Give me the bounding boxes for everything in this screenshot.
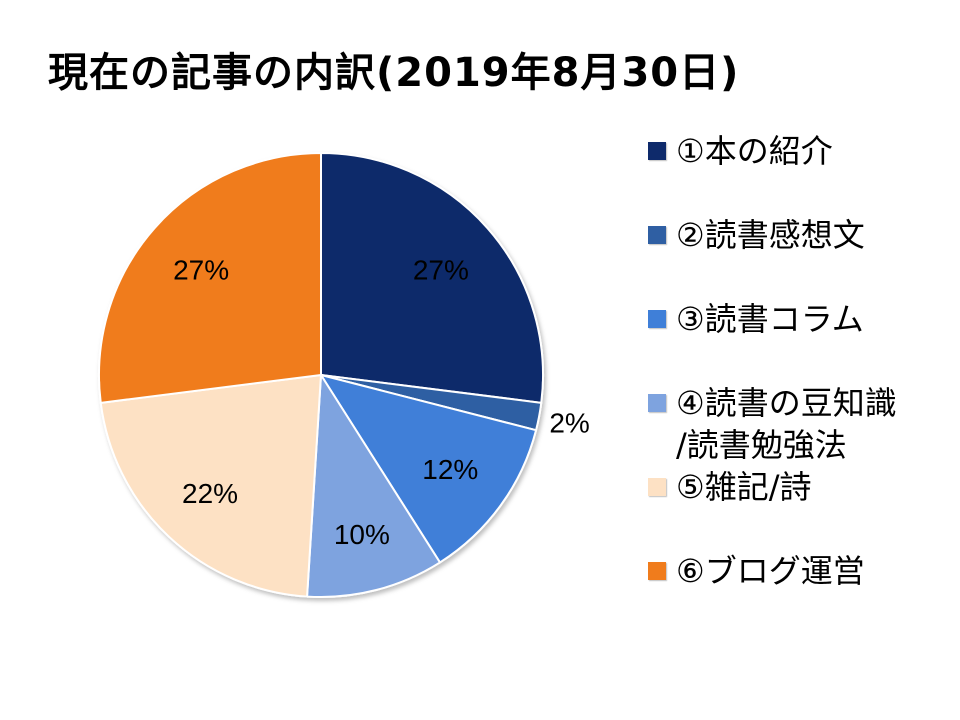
legend-item-4: ④読書の豆知識 /読書勉強法 (648, 382, 897, 466)
legend-item-2: ②読書感想文 (648, 214, 865, 256)
pie-labels: 27% 2% 12% 10% 22% 27% (173, 254, 590, 550)
legend-label: ①本の紹介 (676, 132, 833, 170)
pie-slice-5 (99, 373, 323, 598)
legend-swatch (648, 562, 666, 580)
legend-item-5: ⑤雑記/詩 (648, 466, 811, 508)
slice-value-label-5: 22% (182, 478, 238, 509)
legend-swatch (648, 478, 666, 496)
slice-value-label-2: 2% (549, 407, 589, 438)
legend-swatch (648, 394, 666, 412)
legend-swatch (648, 142, 666, 160)
legend-item-3: ③読書コラム (648, 298, 864, 340)
legend-swatch (648, 310, 666, 328)
legend-item-1: ①本の紹介 (648, 130, 833, 172)
legend-label: ②読書感想文 (676, 216, 865, 254)
legend-label: ③読書コラム (676, 300, 864, 338)
legend-label: ⑤雑記/詩 (676, 468, 812, 506)
chart-title: 現在の記事の内訳(2019年8月30日) (48, 50, 740, 96)
slice-value-label-6: 27% (173, 254, 229, 285)
slice-value-label-1: 27% (413, 254, 469, 285)
pie-slice-4 (306, 371, 442, 598)
legend-label: ④読書の豆知識 /読書勉強法 (676, 384, 897, 464)
legend-label: ⑥ブログ運営 (676, 552, 865, 590)
slice-value-label-4: 10% (334, 519, 390, 550)
legend-swatch (648, 226, 666, 244)
slice-value-label-3: 12% (422, 454, 478, 485)
legend-item-6: ⑥ブログ運営 (648, 550, 865, 592)
pie-slice-6 (98, 151, 322, 404)
pie-slice-1 (320, 151, 544, 404)
pie-slice-3 (318, 373, 538, 564)
pie-slices (98, 151, 544, 598)
